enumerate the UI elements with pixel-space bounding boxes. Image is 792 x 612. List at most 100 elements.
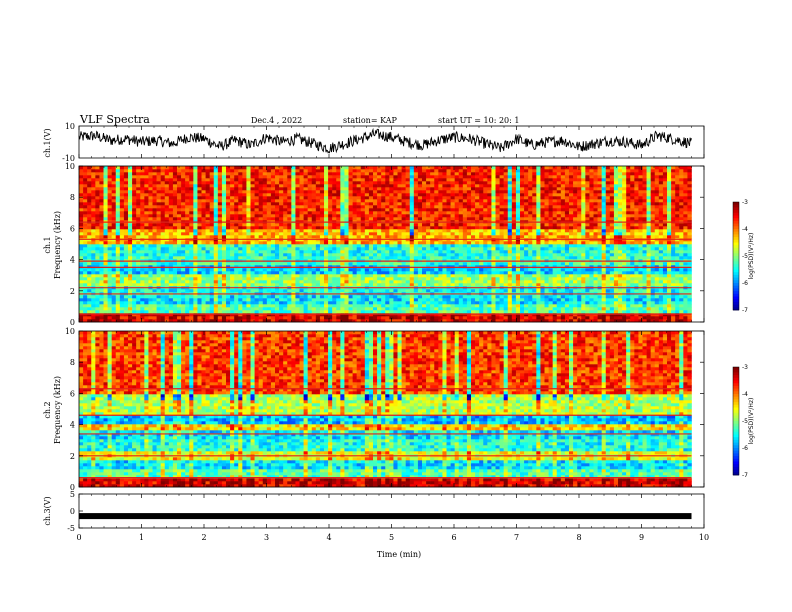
spectrogram-cell bbox=[213, 265, 219, 269]
spectrogram-cell bbox=[172, 298, 178, 302]
spectrogram-cell bbox=[258, 256, 264, 260]
spectrogram-cell bbox=[99, 283, 104, 287]
spectrogram-cell bbox=[540, 229, 545, 233]
spectrogram-cell bbox=[605, 283, 611, 287]
spectrogram-cell bbox=[295, 229, 300, 233]
spectrogram-cell bbox=[540, 310, 545, 314]
spectrogram-cell bbox=[156, 289, 161, 293]
spectrogram-cell bbox=[164, 265, 170, 269]
spectrogram-cell bbox=[177, 268, 182, 272]
spectrogram-cell bbox=[140, 307, 145, 311]
spectrogram-cell bbox=[573, 310, 578, 314]
spectrogram-cell bbox=[609, 250, 615, 254]
spectrogram-cell bbox=[397, 283, 402, 287]
spectrogram-cell bbox=[671, 316, 676, 320]
spectrogram-cell bbox=[622, 256, 627, 260]
spectrogram-cell bbox=[687, 295, 692, 299]
spectrogram-cell bbox=[83, 289, 88, 293]
spectrogram-cell bbox=[487, 262, 492, 266]
spectrogram-cell bbox=[454, 241, 460, 245]
spectrogram-cell bbox=[507, 241, 513, 245]
spectrogram-cell bbox=[189, 307, 194, 311]
spectrogram-cell bbox=[397, 253, 402, 257]
spectrogram-cell bbox=[577, 310, 582, 314]
spectrogram-cell bbox=[667, 268, 672, 272]
spectrogram-cell bbox=[324, 277, 329, 281]
spectrogram-cell bbox=[103, 316, 108, 320]
spectrogram-cell bbox=[511, 232, 517, 236]
spectrogram-cell bbox=[332, 280, 337, 284]
spectrogram-cell bbox=[552, 226, 558, 230]
spectrogram-cell bbox=[520, 289, 525, 293]
spectrogram-cell bbox=[246, 277, 251, 281]
spectrogram-cell bbox=[87, 280, 92, 284]
spectrogram-cell bbox=[605, 235, 611, 239]
spectrogram-cell bbox=[291, 256, 296, 260]
spectrogram-cell bbox=[422, 247, 427, 251]
spectrogram-cell bbox=[148, 274, 153, 278]
spectrogram-cell bbox=[144, 295, 149, 299]
spectrogram-cell bbox=[454, 304, 460, 308]
spectrogram-cell bbox=[87, 271, 92, 275]
spectrogram-cell bbox=[123, 268, 129, 272]
spectrogram-cell bbox=[230, 304, 235, 308]
spectrogram-cell bbox=[413, 232, 419, 236]
spectrogram-cell bbox=[658, 232, 664, 236]
spectrogram-cell bbox=[217, 256, 223, 260]
spectrogram-cell bbox=[687, 250, 692, 254]
spectrogram-cell bbox=[658, 319, 664, 323]
spectrogram-cell bbox=[185, 247, 190, 251]
spectrogram-cell bbox=[667, 241, 672, 245]
spectrogram-cell bbox=[597, 307, 602, 311]
spectrogram-cell bbox=[299, 244, 304, 248]
spectrogram-cell bbox=[507, 274, 513, 278]
spectrogram-cell bbox=[466, 316, 472, 320]
spectrogram-cell bbox=[152, 229, 157, 233]
spectrogram-cell bbox=[426, 319, 431, 323]
spectrogram-cell bbox=[242, 226, 247, 230]
spectrogram-cell bbox=[450, 289, 455, 293]
spectrogram-cell bbox=[213, 250, 219, 254]
spectrogram-cell bbox=[328, 310, 333, 314]
spectrogram-cell bbox=[622, 235, 627, 239]
spectrogram-cell bbox=[609, 226, 615, 230]
spectrogram-cell bbox=[213, 268, 219, 272]
spectrogram-cell bbox=[168, 295, 174, 299]
spectrogram-cell bbox=[299, 280, 304, 284]
spectrogram-cell bbox=[95, 307, 100, 311]
spectrogram-cell bbox=[675, 295, 680, 299]
spectrogram-cell bbox=[336, 319, 341, 323]
spectrogram-cell bbox=[405, 250, 411, 254]
spectrogram-cell bbox=[405, 256, 411, 260]
spectrogram-cell bbox=[238, 298, 243, 302]
spectrogram-cell bbox=[136, 271, 141, 275]
spectrogram-cell bbox=[160, 277, 166, 281]
spectrogram-cell bbox=[675, 235, 680, 239]
spectrogram-cell bbox=[315, 304, 321, 308]
spectrogram-cell bbox=[409, 256, 415, 260]
spectrogram-cell bbox=[287, 256, 292, 260]
spectrogram-cell bbox=[564, 253, 570, 257]
spectrogram-cell bbox=[528, 277, 533, 281]
spectrogram-cell bbox=[193, 304, 198, 308]
spectrogram-cell bbox=[246, 283, 251, 287]
spectrogram-cell bbox=[454, 235, 460, 239]
spectrogram-cell bbox=[471, 271, 476, 275]
spectrogram-cell bbox=[405, 307, 411, 311]
spectrogram-cell bbox=[393, 223, 398, 227]
spectrogram-cell bbox=[417, 256, 423, 260]
spectrogram-cell bbox=[201, 277, 206, 281]
spectrogram-cell bbox=[164, 307, 170, 311]
spectrogram-cell bbox=[283, 223, 288, 227]
spectrogram-cell bbox=[177, 256, 182, 260]
spectrogram-cell bbox=[262, 268, 268, 272]
spectrogram-cell bbox=[605, 262, 611, 266]
spectrogram-cell bbox=[189, 253, 194, 257]
spectrogram-cell bbox=[189, 280, 194, 284]
spectrogram-cell bbox=[650, 232, 656, 236]
spectrogram-cell bbox=[238, 265, 243, 269]
spectrogram-cell bbox=[528, 235, 533, 239]
spectrogram-cell bbox=[401, 256, 406, 260]
spectrogram-cell bbox=[618, 274, 623, 278]
spectrogram-cell bbox=[303, 256, 308, 260]
